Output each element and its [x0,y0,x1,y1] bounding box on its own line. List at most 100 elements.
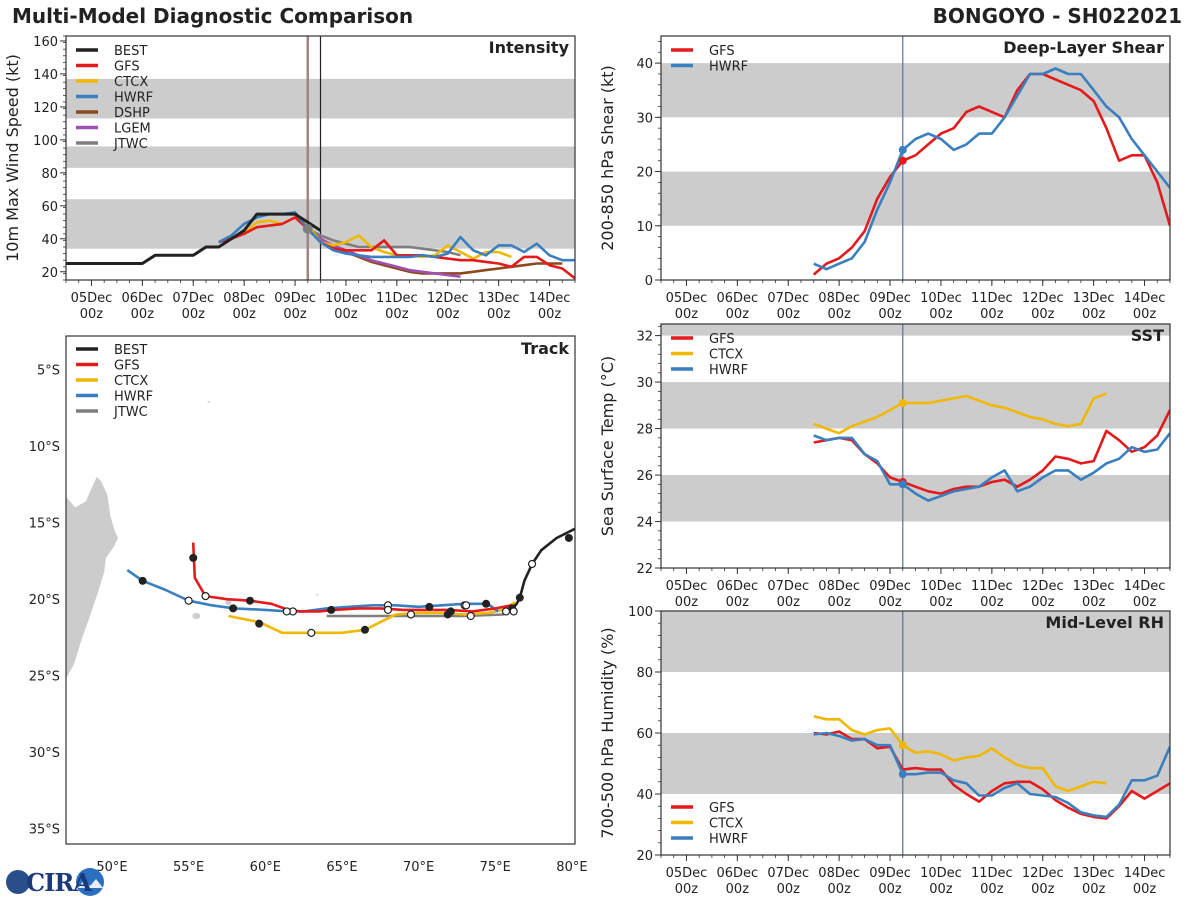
land-reunion [192,613,201,620]
track-xtick-label: 75°E [480,860,511,875]
rh-series-ctcx [813,714,1107,793]
track-marker-open-hwrf [501,607,511,616]
track-marker-open-best [527,559,537,569]
intensity-xtick-label: 00z [436,307,460,322]
rh-xtick-label: 00z [777,882,801,897]
track-panel-title: Track [521,339,569,358]
intensity-xtick-label: 14Dec [529,291,571,306]
rh-ylabel: 700-500 hPa Humidity (%) [598,627,617,838]
shear-xtick-label: 00z [1082,307,1106,322]
shear-plot-area [661,36,1170,280]
track-marker-open-hwrf [509,607,518,616]
intensity-xtick-label: 05Dec [71,291,113,306]
track-marker-filled-hwrf [138,576,147,585]
sst-ytick-label: 22 [636,562,653,577]
rh-xtick-label: 00z [1133,882,1157,897]
track-marker-open-hwrf [184,596,193,605]
cira-logo [6,868,104,896]
intensity-panel-title: Intensity [489,38,570,57]
shear-legend-label-hwrf: HWRF [709,60,748,75]
shear-xtick-label: 14Dec [1124,291,1166,306]
track-legend-label-hwrf: HWRF [114,390,153,405]
intensity-ytick-label: 60 [41,200,58,215]
sst-series-hwrf [813,432,1170,502]
shear-xtick-label: 00z [980,307,1004,322]
rh-xtick-label: 00z [1082,882,1106,897]
page-title: Multi-Model Diagnostic Comparison [12,4,414,28]
storm-title: BONGOYO - SH022021 [932,4,1182,28]
intensity-legend-label-hwrf: HWRF [114,91,153,106]
track-marker-open-ctcx [406,610,416,619]
rh-xtick-label: 13Dec [1073,866,1115,881]
shear-xtick-label: 12Dec [1022,291,1064,306]
chart-intensity: 2040608010012014016005Dec00z06Dec00z07De… [3,35,576,322]
track-marker-open-gfs [383,605,393,614]
intensity-xtick-label: 00z [334,307,358,322]
shear-xtick-label: 09Dec [869,291,911,306]
rh-plot-area [661,611,1170,855]
rh-xtick-label: 00z [929,882,953,897]
track-marker-open-gfs [282,607,291,616]
rh-ytick-label: 60 [636,727,653,742]
intensity-legend-label-jtwc: JTWC [113,137,148,152]
track-ytick-label: 25°S [29,670,60,685]
intensity-legend-label-gfs: GFS [114,60,140,75]
shear-series-hwrf [813,67,1170,271]
shear-band [661,171,1170,226]
intensity-ytick-label: 100 [33,134,58,149]
shear-ylabel: 200-850 hPa Shear (kt) [598,65,617,251]
sst-xtick-label: 00z [675,595,699,610]
sst-xtick-label: 08Dec [818,579,860,594]
intensity-ytick-label: 20 [41,266,58,281]
rh-xtick-label: 00z [827,882,851,897]
intensity-xtick-label: 13Dec [478,291,520,306]
shear-ytick-label: 0 [645,274,653,289]
track-xtick-label: 70°E [403,860,434,875]
intensity-ytick-label: 120 [33,101,58,116]
rh-ytick-label: 20 [636,849,653,864]
sst-legend-label-gfs: GFS [709,332,735,347]
sst-ytick-label: 32 [636,330,653,345]
shear-xtick-label: 00z [1133,307,1157,322]
intensity-legend-label-dshp: DSHP [114,106,150,121]
shear-xtick-label: 00z [827,307,851,322]
shear-ytick-label: 10 [636,220,653,235]
track-legend-label-best: BEST [114,343,147,358]
chart-shear: 01020304005Dec00z06Dec00z07Dec00z08Dec00… [598,35,1171,322]
sst-xtick-label: 09Dec [869,579,911,594]
rh-xtick-label: 09Dec [869,866,911,881]
sst-xtick-label: 12Dec [1022,579,1064,594]
sst-legend-label-hwrf: HWRF [709,363,748,378]
cira-logo-text: CIRA [26,868,92,897]
sst-ylabel: Sea Surface Temp (°C) [598,356,617,536]
shear-init-marker-gfs [898,156,907,165]
shear-xtick-label: 08Dec [818,291,860,306]
track-marker-filled-ctcx [255,619,264,628]
shear-xtick-label: 00z [726,307,750,322]
intensity-xtick-label: 00z [487,307,511,322]
sst-xtick-label: 00z [1031,595,1055,610]
land-seychelles [207,400,210,403]
track-series-gfs [191,542,513,613]
sst-init-marker-ctcx [898,399,907,408]
sst-xtick-label: 10Dec [920,579,962,594]
intensity-ytick-label: 140 [33,68,58,83]
track-marker-filled-gfs [425,602,434,611]
intensity-init-marker-jtwc [302,223,313,234]
intensity-xtick-label: 06Dec [121,291,163,306]
track-marker-filled-gfs [446,607,455,616]
sst-band [661,382,1170,429]
shear-panel-title: Deep-Layer Shear [1003,38,1164,57]
rh-xtick-label: 00z [1031,882,1055,897]
sst-ytick-label: 24 [636,516,653,531]
track-marker-open-ctcx [307,628,316,637]
track-ytick-label: 10°S [29,440,60,455]
track-marker-filled-hwrf [229,604,238,613]
track-marker-filled-gfs [189,553,198,562]
track-frame [65,335,576,845]
sst-xtick-label: 00z [878,595,902,610]
shear-legend-label-gfs: GFS [709,44,735,59]
land-madagascar [66,476,119,679]
